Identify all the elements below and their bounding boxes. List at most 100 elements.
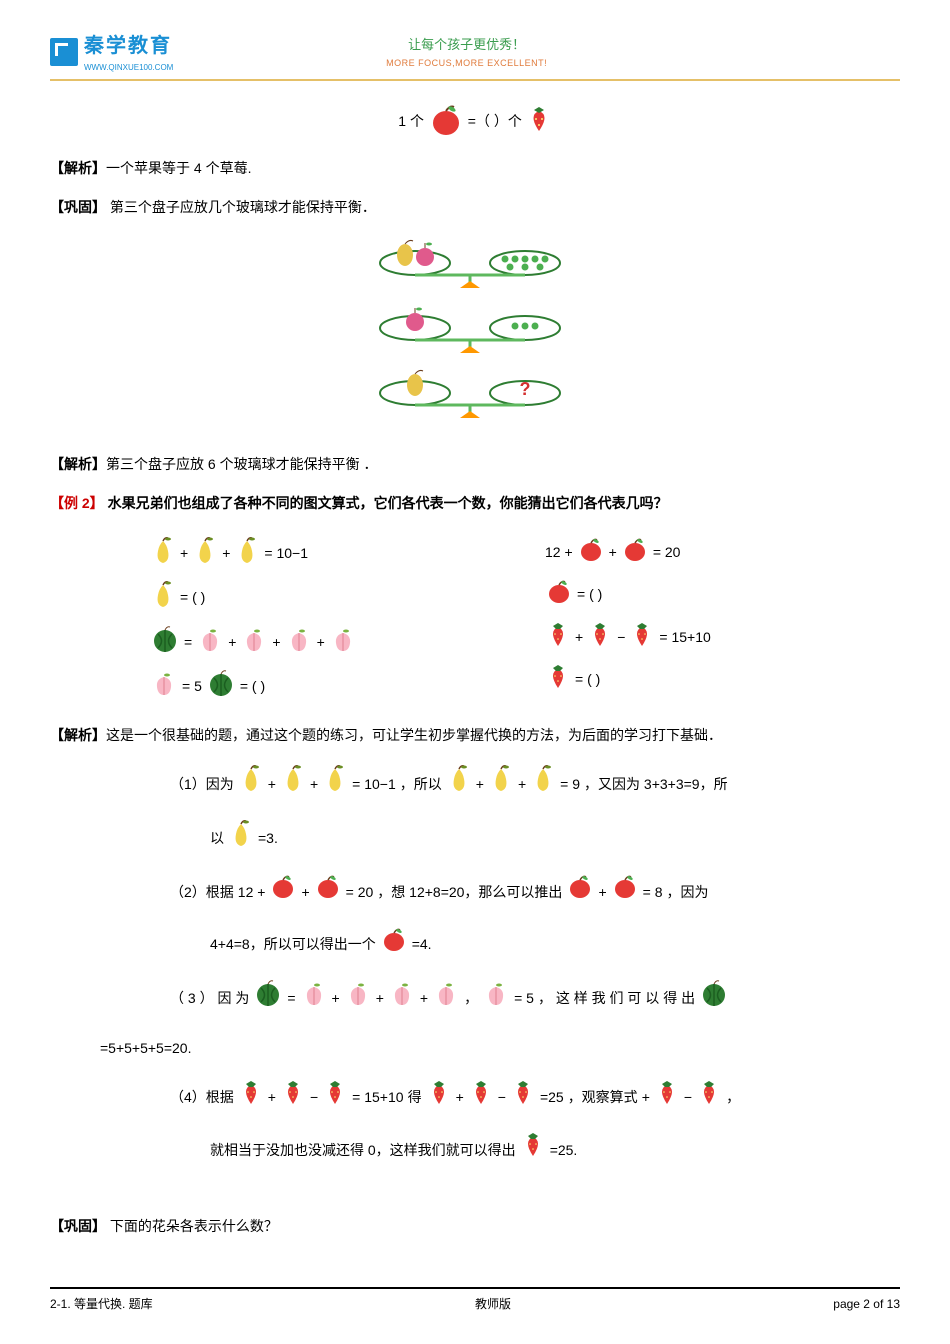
solution-2: （2）根据 12 + + = 20 ，想 12+8=20，那么可以推出 + = … — [170, 872, 900, 913]
svg-text:?: ? — [520, 379, 531, 399]
example-label: 【例 2】 — [50, 495, 104, 511]
eq-line: = 5 = ( ) — [150, 668, 505, 704]
eq-text: = ( ) — [575, 668, 600, 690]
text: =4. — [412, 928, 432, 962]
eq-prefix: 1 个 — [398, 113, 424, 129]
peach-icon — [329, 625, 357, 659]
pear-icon — [228, 818, 254, 861]
text: =25 — [540, 1081, 564, 1115]
analysis-3: 【解析】这是一个很基础的题，通过这个题的练习，可让学生初步掌握代换的方法，为后面… — [50, 720, 900, 751]
eq-text: − — [617, 626, 625, 648]
pear-icon — [446, 763, 472, 806]
eq-text: = ( ) — [240, 675, 265, 697]
eq-text: = 10−1 — [264, 542, 308, 564]
apple-icon — [269, 872, 297, 913]
top-equation: 1 个 =（ ）个 — [50, 101, 900, 143]
eq-text: + — [228, 631, 236, 653]
text: 12 + — [238, 876, 266, 910]
pear-icon — [234, 535, 260, 571]
pear-icon — [150, 535, 176, 571]
text: 就相当于没加也没减还得 0，这样我们就可以得出 — [210, 1134, 516, 1168]
apple-icon — [577, 535, 605, 569]
footer-right: page 2 of 13 — [833, 1295, 900, 1314]
pear-icon — [192, 535, 218, 571]
strawberry-icon — [520, 1130, 546, 1171]
pear-icon — [488, 763, 514, 806]
eq-text: = 20 — [653, 541, 681, 563]
peach-icon — [482, 979, 510, 1020]
example-text: 水果兄弟们也组成了各种不同的图文算式，它们各代表一个数，你能猜出它们各代表几吗？ — [104, 495, 668, 511]
solution-3: （ 3 ） 因 为 =+++ ， = 5 ， 这 样 我 们 可 以 得 出 — [170, 978, 900, 1021]
apple-icon — [621, 535, 649, 569]
solution-1b: 以 =3. — [170, 818, 900, 861]
text: （ 3 ） 因 为 — [170, 982, 249, 1016]
eq-text: + — [317, 631, 325, 653]
slogan-cn: 让每个孩子更优秀！ — [173, 35, 760, 56]
gonggu-2: 【巩固】 下面的花朵各表示什么数？ — [50, 1211, 900, 1242]
solution-4: （4）根据 +− = 15+10 得 +− =25 ，观察算式 +− ， — [170, 1078, 900, 1119]
peach-icon — [240, 625, 268, 659]
peach-icon — [150, 669, 178, 703]
eq-text: = 15+10 — [659, 626, 710, 648]
strawberry-icon — [468, 1078, 494, 1119]
solutions-block: （1）因为 ++ = 10−1 ，所以 ++ = 9 ，又因为 3+3+3=9，… — [50, 763, 900, 1020]
peach-icon — [285, 625, 313, 659]
logo-mark-icon — [50, 38, 78, 66]
eq-text: + — [575, 626, 583, 648]
eq-line: = ( ) — [545, 662, 900, 696]
page-footer: 2-1. 等量代换. 题库 教师版 page 2 of 13 — [50, 1287, 900, 1314]
text: = 9 — [560, 768, 580, 802]
solution-2b: 4+4=8，所以可以得出一个 =4. — [170, 925, 900, 966]
pear-icon — [322, 763, 348, 806]
text: =25. — [550, 1134, 578, 1168]
strawberry-icon — [587, 620, 613, 654]
text: ，因为 — [666, 876, 708, 910]
analysis-text: 这是一个很基础的题，通过这个题的练习，可让学生初步掌握代换的方法，为后面的学习打… — [106, 727, 722, 743]
solution-1: （1）因为 ++ = 10−1 ，所以 ++ = 9 ，又因为 3+3+3=9，… — [170, 763, 900, 806]
text: （4）根据 — [170, 1081, 234, 1115]
strawberry-icon — [629, 620, 655, 654]
footer-left: 2-1. 等量代换. 题库 — [50, 1295, 153, 1314]
gonggu-label: 【巩固】 — [50, 199, 106, 215]
logo-subtext: WWW.QINXUE100.COM — [84, 62, 173, 75]
strawberry-icon — [322, 1078, 348, 1119]
analysis-text: 一个苹果等于 4 个草莓. — [106, 160, 251, 176]
apple-icon — [611, 872, 639, 913]
text: ， — [464, 982, 478, 1016]
text: = 5 — [514, 982, 534, 1016]
strawberry-icon — [696, 1078, 722, 1119]
analysis-label: 【解析】 — [50, 727, 106, 743]
page-header: 秦学教育 WWW.QINXUE100.COM 让每个孩子更优秀！ MORE FO… — [50, 30, 900, 81]
eq-line: + − = 15+10 — [545, 620, 900, 654]
pear-icon — [150, 579, 176, 615]
eq-text: = 5 — [182, 675, 202, 697]
logo-text: 秦学教育 — [84, 35, 172, 57]
balance-diagram: ? — [50, 233, 900, 429]
analysis-label: 【解析】 — [50, 160, 106, 176]
page: 秦学教育 WWW.QINXUE100.COM 让每个孩子更优秀！ MORE FO… — [0, 0, 950, 1344]
strawberry-icon — [238, 1078, 264, 1119]
gonggu-label: 【巩固】 — [50, 1218, 106, 1234]
equation-set: ++= 10−1= ( )=+++= 5 = ( ) 12 ++= 20= ( … — [150, 527, 900, 713]
peach-icon — [300, 979, 328, 1020]
eq-text: = ( ) — [180, 586, 205, 608]
footer-center: 教师版 — [475, 1295, 511, 1314]
eq-text: = — [184, 631, 192, 653]
slogan: 让每个孩子更优秀！ MORE FOCUS,MORE EXCELLENT! — [173, 35, 760, 70]
strawberry-icon — [510, 1078, 536, 1119]
eq-text: + — [222, 542, 230, 564]
eq-text: + — [272, 631, 280, 653]
text: 得 — [408, 1081, 422, 1115]
apple-icon — [545, 577, 573, 611]
logo: 秦学教育 WWW.QINXUE100.COM — [50, 30, 173, 75]
eq-line: = ( ) — [545, 577, 900, 611]
strawberry-icon — [526, 105, 552, 139]
text: ， 这 样 我 们 可 以 得 出 — [538, 982, 695, 1016]
balance-svg: ? — [325, 233, 625, 423]
gonggu-text: 第三个盘子应放几个玻璃球才能保持平衡． — [106, 199, 376, 215]
strawberry-icon — [280, 1078, 306, 1119]
text: = 10−1 — [352, 768, 396, 802]
eq-text: + — [180, 542, 188, 564]
slogan-en: MORE FOCUS,MORE EXCELLENT! — [173, 56, 760, 70]
peach-icon — [432, 979, 460, 1020]
